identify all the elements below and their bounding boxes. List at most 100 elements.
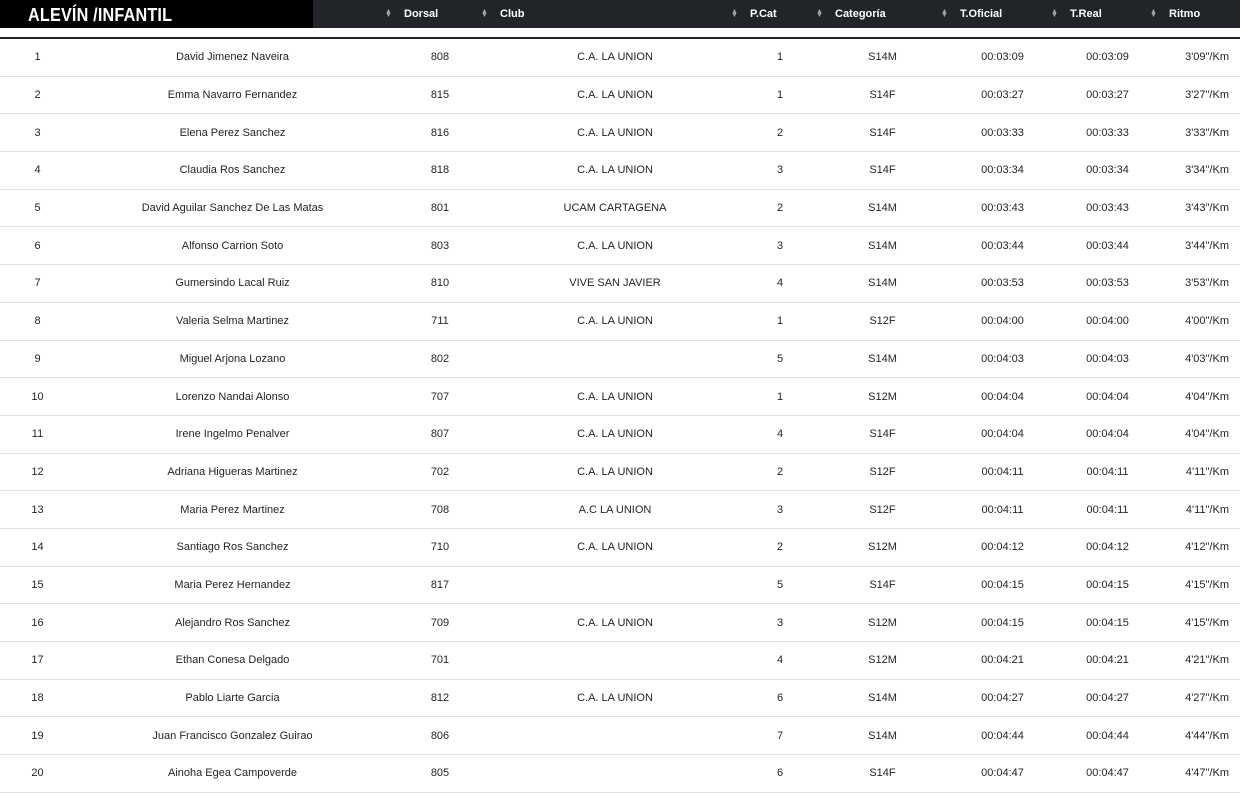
table-row[interactable]: 11 Irene Ingelmo Penalver 807 C.A. LA UNION… (0, 416, 1240, 454)
cell-club: C.A. LA UNION (577, 239, 653, 252)
cell-name: Ainoha Egea Campoverde (167, 767, 298, 780)
table-row[interactable]: 4 Claudia Ros Sanchez 818 C.A. LA UNION 3 S14… (0, 152, 1240, 190)
results-table-body: 1 David Jimenez Naveira 808 C.A. LA UNION 1 S… (0, 39, 1240, 793)
cell-category: S12F (869, 465, 896, 478)
sort-arrows-icon[interactable]: ▲ ▼ (385, 8, 392, 20)
cell-club: C.A. LA UNION (577, 51, 653, 64)
cell-pace: 3'44"/Km (1185, 239, 1229, 252)
cell-name: Emma Navarro Fernandez (167, 89, 298, 102)
cell-dorsal: 817 (430, 578, 450, 591)
cell-name: Alejandro Ros Sanchez (175, 616, 290, 629)
cell-real-time: 00:04:12 (1086, 541, 1129, 554)
cell-category: S14M (868, 202, 897, 215)
table-row[interactable]: 19 Juan Francisco Gonzalez Guirao 806 7 S14M… (0, 717, 1240, 756)
sort-arrows-icon[interactable]: ▲ ▼ (816, 8, 823, 20)
cell-real-time: 00:04:04 (1086, 390, 1129, 403)
table-row[interactable]: 9 Miguel Arjona Lozano 802 5 S14M 00:04:03 00:… (0, 341, 1240, 379)
table-row[interactable]: 12 Adriana Higueras Martinez 702 C.A. LA UN… (0, 454, 1240, 492)
cell-category: S14F (869, 89, 896, 102)
cell-pace: 3'34"/Km (1185, 164, 1229, 177)
sort-arrows-icon[interactable]: ▲ ▼ (941, 8, 948, 20)
cell-category: S14M (868, 51, 897, 64)
cell-real-time: 00:03:27 (1086, 89, 1129, 102)
cell-real-time: 00:04:27 (1086, 692, 1129, 705)
cell-pace: 3'53"/Km (1185, 277, 1229, 290)
cell-name: Maria Perez Hernandez (174, 578, 291, 591)
cell-official-time: 00:04:00 (981, 315, 1024, 328)
cell-official-time: 00:03:34 (981, 164, 1024, 177)
cell-real-time: 00:04:15 (1086, 578, 1129, 591)
cell-club: C.A. LA UNION (577, 541, 653, 554)
table-row[interactable]: 6 Alfonso Carrion Soto 803 C.A. LA UNION 3 S1… (0, 227, 1240, 266)
cell-category-position: 1 (776, 51, 784, 64)
cell-category-position: 3 (776, 616, 784, 629)
cell-category-position: 4 (776, 428, 784, 441)
cell-category: S14F (869, 767, 896, 780)
table-row[interactable]: 1 David Jimenez Naveira 808 C.A. LA UNION 1 S… (0, 39, 1240, 77)
cell-real-time: 00:04:11 (1086, 503, 1129, 516)
cell-position: 19 (31, 729, 44, 742)
cell-pace: 4'44"/Km (1185, 729, 1229, 742)
table-row[interactable]: 16 Alejandro Ros Sanchez 709 C.A. LA UNION 3… (0, 604, 1240, 642)
cell-pace: 4'11"/Km (1185, 465, 1229, 478)
cell-official-time: 00:03:43 (981, 202, 1024, 215)
sort-arrows-icon[interactable]: ▲ ▼ (731, 8, 738, 20)
table-row[interactable]: 2 Emma Navarro Fernandez 815 C.A. LA UNION 1… (0, 77, 1240, 115)
table-row[interactable]: 8 Valeria Selma Martinez 711 C.A. LA UNION 1… (0, 303, 1240, 341)
cell-real-time: 00:03:34 (1086, 164, 1129, 177)
column-header-dorsal[interactable]: ▲ ▼ Dorsal (385, 0, 438, 28)
column-header-ritmo[interactable]: ▲ ▼ Ritmo (1150, 0, 1200, 28)
table-row[interactable]: 14 Santiago Ros Sanchez 710 C.A. LA UNION 2 S… (0, 529, 1240, 567)
cell-official-time: 00:03:33 (981, 126, 1024, 139)
cell-category: S14F (869, 428, 896, 441)
sort-arrows-icon[interactable]: ▲ ▼ (481, 8, 488, 20)
table-row[interactable]: 20 Ainoha Egea Campoverde 805 6 S14F 00:04:47… (0, 755, 1240, 793)
column-header-pcat[interactable]: ▲ ▼ P.Cat (731, 0, 777, 28)
table-header (313, 0, 1240, 28)
cell-official-time: 00:04:44 (981, 729, 1024, 742)
cell-real-time: 00:03:09 (1086, 51, 1129, 64)
table-row[interactable]: 13 Maria Perez Martinez 708 A.C LA UNION 3 S1… (0, 491, 1240, 529)
cell-official-time: 00:04:11 (981, 503, 1024, 516)
cell-pace: 3'43"/Km (1185, 202, 1229, 215)
cell-dorsal: 709 (430, 616, 450, 629)
cell-official-time: 00:04:15 (981, 578, 1024, 591)
cell-pace: 3'27"/Km (1185, 89, 1229, 102)
table-row[interactable]: 5 David Aguilar Sanchez De Las Matas 801 UC… (0, 190, 1240, 228)
cell-dorsal: 701 (430, 654, 450, 667)
cell-club: C.A. LA UNION (577, 89, 653, 102)
cell-position: 12 (31, 465, 44, 478)
column-header-label: P.Cat (750, 8, 777, 20)
column-header-treal[interactable]: ▲ ▼ T.Real (1051, 0, 1102, 28)
cell-dorsal: 803 (430, 239, 450, 252)
table-row[interactable]: 15 Maria Perez Hernandez 817 5 S14F 00:04:15 0… (0, 567, 1240, 605)
cell-name: Adriana Higueras Martinez (167, 465, 298, 478)
cell-name: Elena Perez Sanchez (179, 126, 286, 139)
column-header-toficial[interactable]: ▲ ▼ T.Oficial (941, 0, 1002, 28)
cell-real-time: 00:03:53 (1086, 277, 1129, 290)
table-row[interactable]: 10 Lorenzo Nandai Alonso 707 C.A. LA UNION 1… (0, 378, 1240, 416)
cell-dorsal: 710 (430, 541, 450, 554)
table-row[interactable]: 3 Elena Perez Sanchez 816 C.A. LA UNION 2 S14… (0, 114, 1240, 153)
sort-arrows-icon[interactable]: ▲ ▼ (1051, 8, 1058, 20)
cell-official-time: 00:04:11 (981, 465, 1024, 478)
cell-official-time: 00:04:04 (981, 390, 1024, 403)
sort-arrows-icon[interactable]: ▲ ▼ (1150, 8, 1157, 20)
cell-pace: 4'11"/Km (1185, 503, 1229, 516)
cell-name: Maria Perez Martinez (180, 503, 285, 516)
cell-club: C.A. LA UNION (577, 428, 653, 441)
table-row[interactable]: 7 Gumersindo Lacal Ruiz 810 VIVE SAN JAVIER… (0, 265, 1240, 303)
table-row[interactable]: 18 Pablo Liarte Garcia 812 C.A. LA UNION 6 S1… (0, 680, 1240, 718)
column-header-label: Dorsal (404, 8, 439, 20)
cell-pace: 4'27"/Km (1185, 692, 1229, 705)
cell-name: Irene Ingelmo Penalver (175, 428, 290, 441)
cell-real-time: 00:04:21 (1086, 654, 1129, 667)
cell-position: 6 (34, 239, 41, 252)
column-header-club[interactable]: ▲ ▼ Club (481, 0, 524, 28)
table-row[interactable]: 17 Ethan Conesa Delgado 701 4 S12M 00:04:21 00… (0, 642, 1240, 680)
cell-position: 17 (31, 654, 44, 667)
cell-pace: 4'00"/Km (1185, 315, 1229, 328)
cell-name: Santiago Ros Sanchez (176, 541, 289, 554)
column-header-categoria[interactable]: ▲ ▼ Categoría (816, 0, 886, 28)
cell-category: S14M (868, 277, 897, 290)
